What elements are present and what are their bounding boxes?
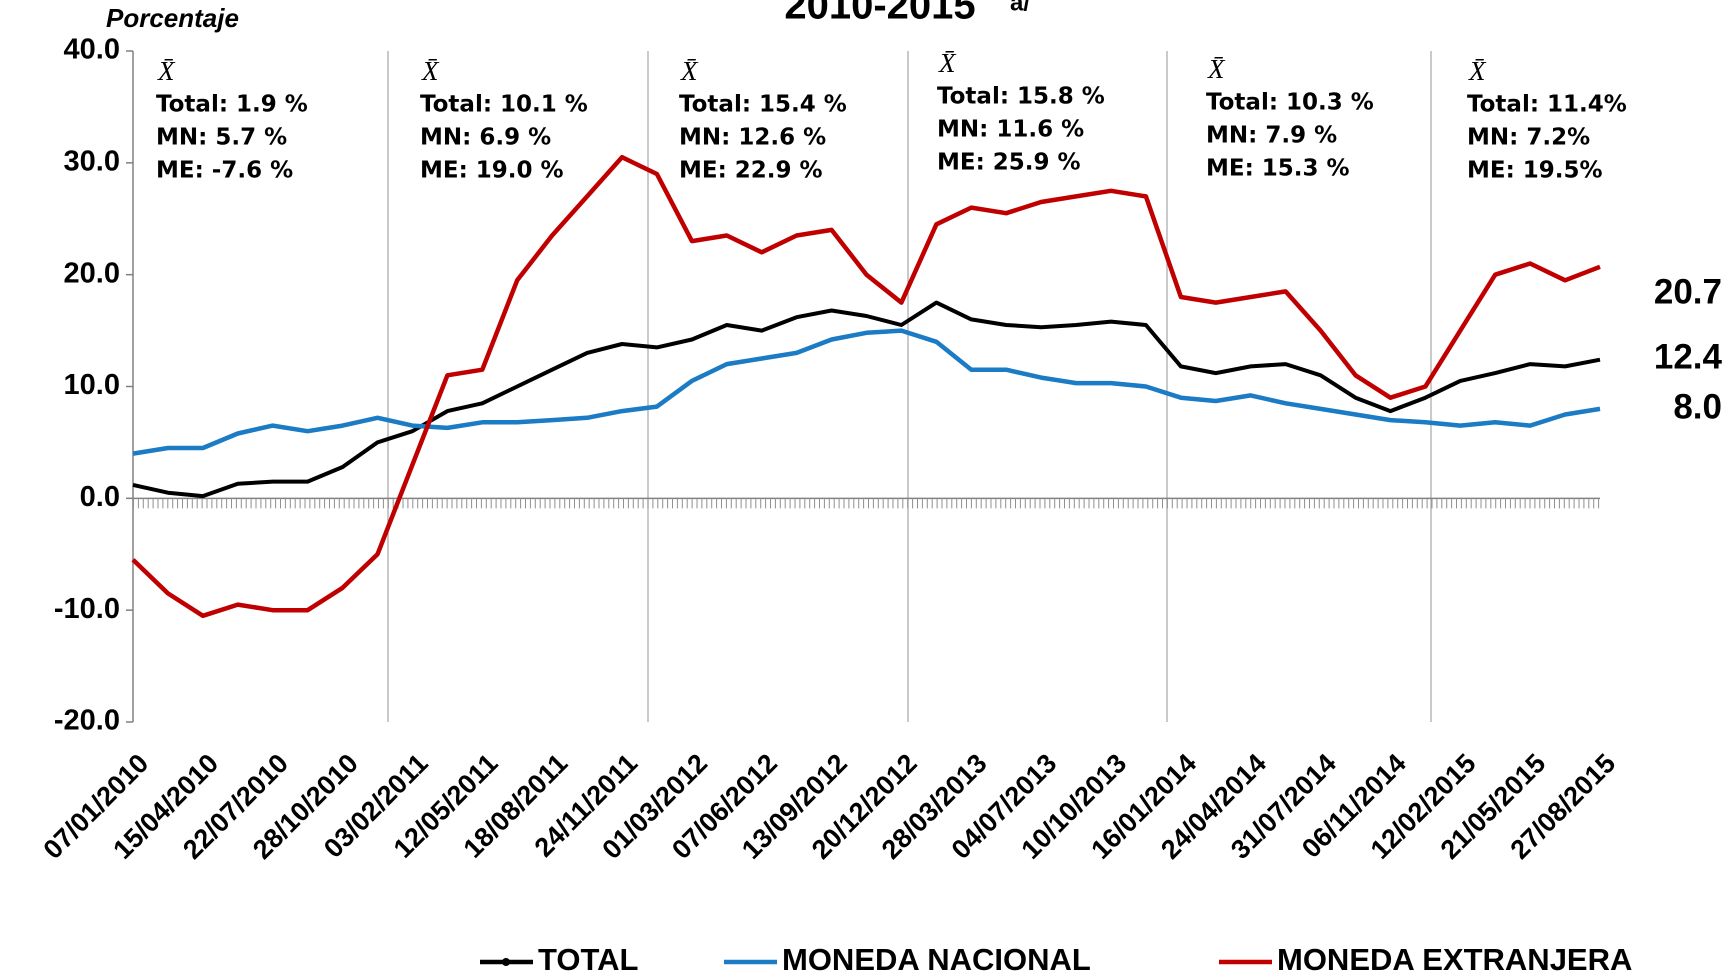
end-value-label: 12.4: [1654, 337, 1723, 376]
title-note: a/: [1010, 0, 1030, 16]
mean-symbol: X̄: [1468, 56, 1487, 86]
chart-title: 2010-2015: [784, 0, 975, 28]
annotation-line: ME: 19.5%: [1467, 158, 1603, 184]
legend-label: TOTAL: [538, 942, 638, 977]
annotation-line: MN: 12.6 %: [679, 125, 826, 151]
annotation-line: Total: 15.8 %: [937, 84, 1105, 110]
mean-symbol: X̄: [421, 56, 440, 86]
end-value-label: 8.0: [1673, 387, 1722, 426]
annotation-line: Total: 1.9 %: [156, 92, 308, 118]
series-line: [132, 328, 1601, 456]
mean-symbol: X̄: [1207, 54, 1226, 84]
annotation-line: ME: -7.6 %: [156, 158, 293, 184]
annotation-line: Total: 10.1 %: [420, 92, 588, 118]
annotation-line: MN: 7.2%: [1467, 125, 1590, 151]
y-tick-label: 20.0: [64, 257, 120, 289]
y-tick-label: 10.0: [64, 369, 120, 401]
annotation-line: MN: 5.7 %: [156, 125, 287, 151]
series-line: [131, 154, 1601, 619]
annotation-line: ME: 15.3 %: [1206, 156, 1350, 182]
annotation-line: ME: 19.0 %: [420, 158, 564, 184]
annotation-line: MN: 7.9 %: [1206, 123, 1337, 149]
y-tick-label: -10.0: [54, 593, 120, 625]
mean-symbol: X̄: [157, 56, 176, 86]
annotation-line: Total: 11.4%: [1467, 92, 1627, 118]
annotation-line: Total: 10.3 %: [1206, 90, 1374, 116]
legend-label: MONEDA EXTRANJERA: [1277, 942, 1632, 977]
y-tick-label: 40.0: [64, 34, 120, 66]
end-value-label: 20.7: [1654, 272, 1722, 311]
y-tick-label: 30.0: [64, 145, 120, 177]
y-axis-label: Porcentaje: [106, 3, 239, 33]
annotation-line: MN: 11.6 %: [937, 117, 1084, 143]
mean-symbol: X̄: [680, 56, 699, 86]
annotation-line: Total: 15.4 %: [679, 92, 847, 118]
annotation-line: ME: 25.9 %: [937, 150, 1081, 176]
year-separators: [387, 51, 1432, 722]
series-line: [132, 300, 1601, 499]
annotation-line: ME: 22.9 %: [679, 158, 823, 184]
legend-label: MONEDA NACIONAL: [782, 942, 1091, 977]
mean-symbol: X̄: [938, 48, 957, 78]
y-tick-label: -20.0: [54, 705, 120, 737]
annotation-line: MN: 6.9 %: [420, 125, 551, 151]
y-tick-label: 0.0: [80, 481, 120, 513]
legend-marker: [502, 958, 510, 966]
